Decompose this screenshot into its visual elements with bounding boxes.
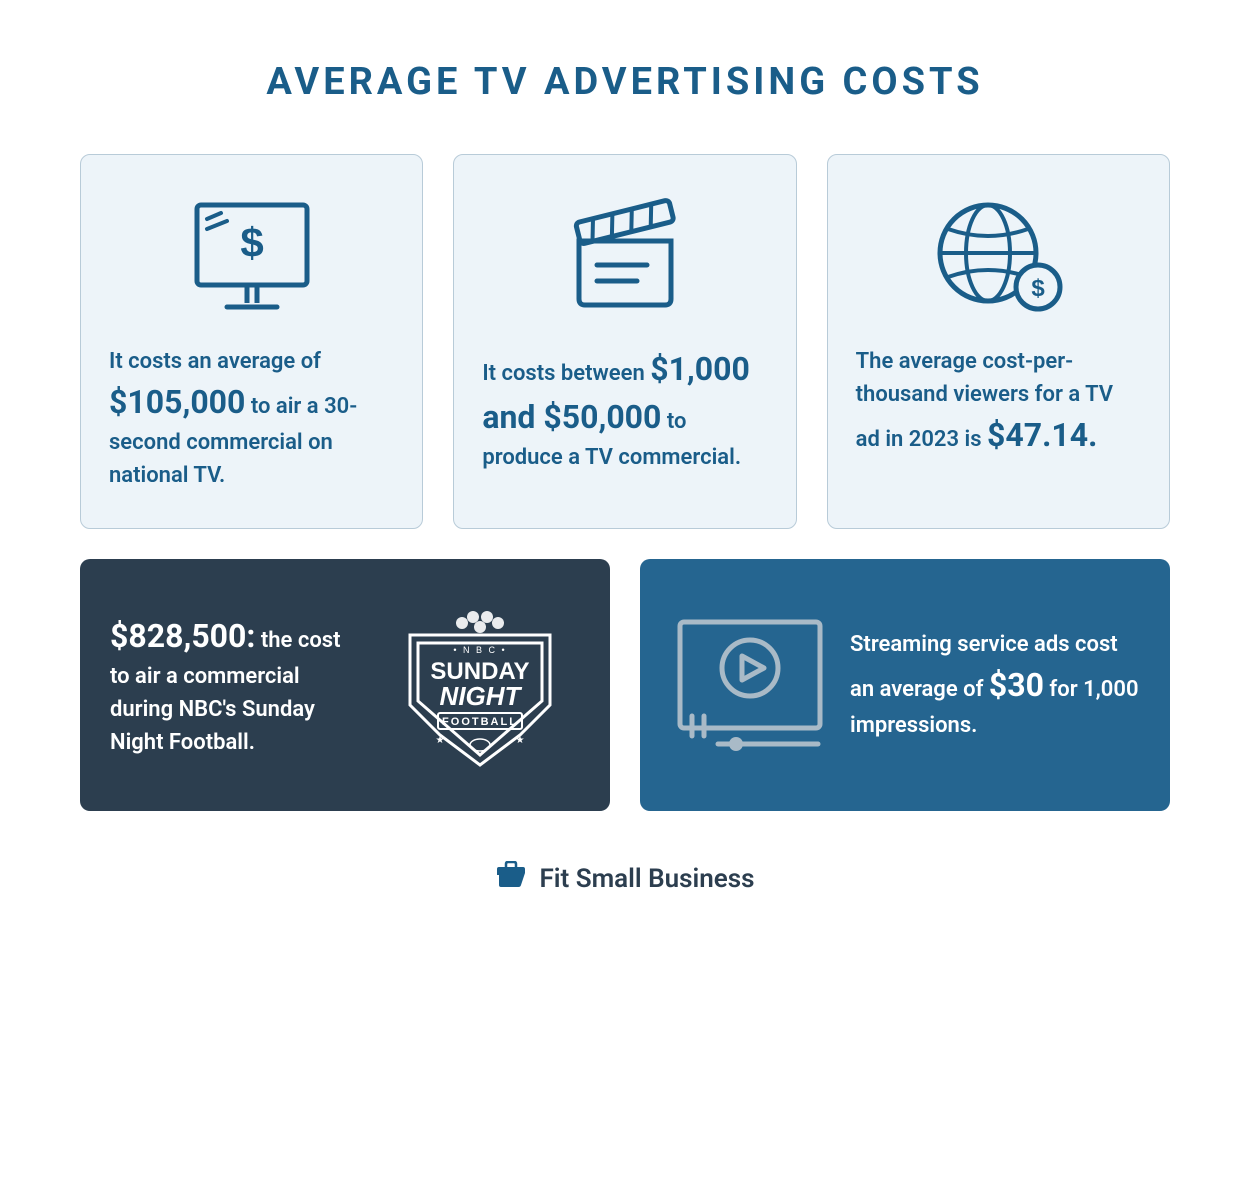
- card-streaming: Streaming service ads cost an average of…: [640, 559, 1170, 811]
- briefcase-icon: [495, 861, 527, 896]
- bottom-card-row: $828,500: the cost to air a commercial d…: [80, 559, 1170, 811]
- sunday-night-football-badge-icon: • N B C • SUNDAY NIGHT FOOTBALL ★ ★: [380, 595, 580, 775]
- page-title: AVERAGE TV ADVERTISING COSTS: [80, 60, 1170, 104]
- card-snf: $828,500: the cost to air a commercial d…: [80, 559, 610, 811]
- card-text: Streaming service ads cost an average of…: [850, 628, 1140, 742]
- snf-line: NIGHT: [440, 681, 523, 711]
- tv-dollar-icon: $: [109, 185, 394, 325]
- svg-text:★: ★: [436, 735, 445, 746]
- footer-brand: Fit Small Business: [80, 861, 1170, 896]
- snf-line: FOOTBALL: [442, 716, 518, 728]
- snf-line: • N B C •: [453, 645, 506, 655]
- card-production: It costs between $1,000 and $50,000 to p…: [453, 154, 796, 529]
- svg-text:$: $: [1032, 275, 1046, 302]
- svg-text:★: ★: [516, 735, 525, 746]
- card-national-tv: $ It costs an average of $105,000 to air…: [80, 154, 423, 529]
- card-text: It costs an average of $105,000 to air a…: [109, 345, 394, 492]
- card-text: The average cost-per-thousand viewers fo…: [856, 345, 1141, 459]
- clapper-icon: [482, 185, 767, 325]
- top-card-row: $ It costs an average of $105,000 to air…: [80, 154, 1170, 529]
- video-player-icon: [670, 608, 830, 762]
- card-text: $828,500: the cost to air a commercial d…: [110, 612, 360, 759]
- svg-text:$: $: [240, 219, 263, 266]
- globe-dollar-icon: $: [856, 185, 1141, 325]
- card-text: It costs between $1,000 and $50,000 to p…: [482, 345, 767, 474]
- footer-text: Fit Small Business: [539, 864, 754, 894]
- card-cpm: $ The average cost-per-thousand viewers …: [827, 154, 1170, 529]
